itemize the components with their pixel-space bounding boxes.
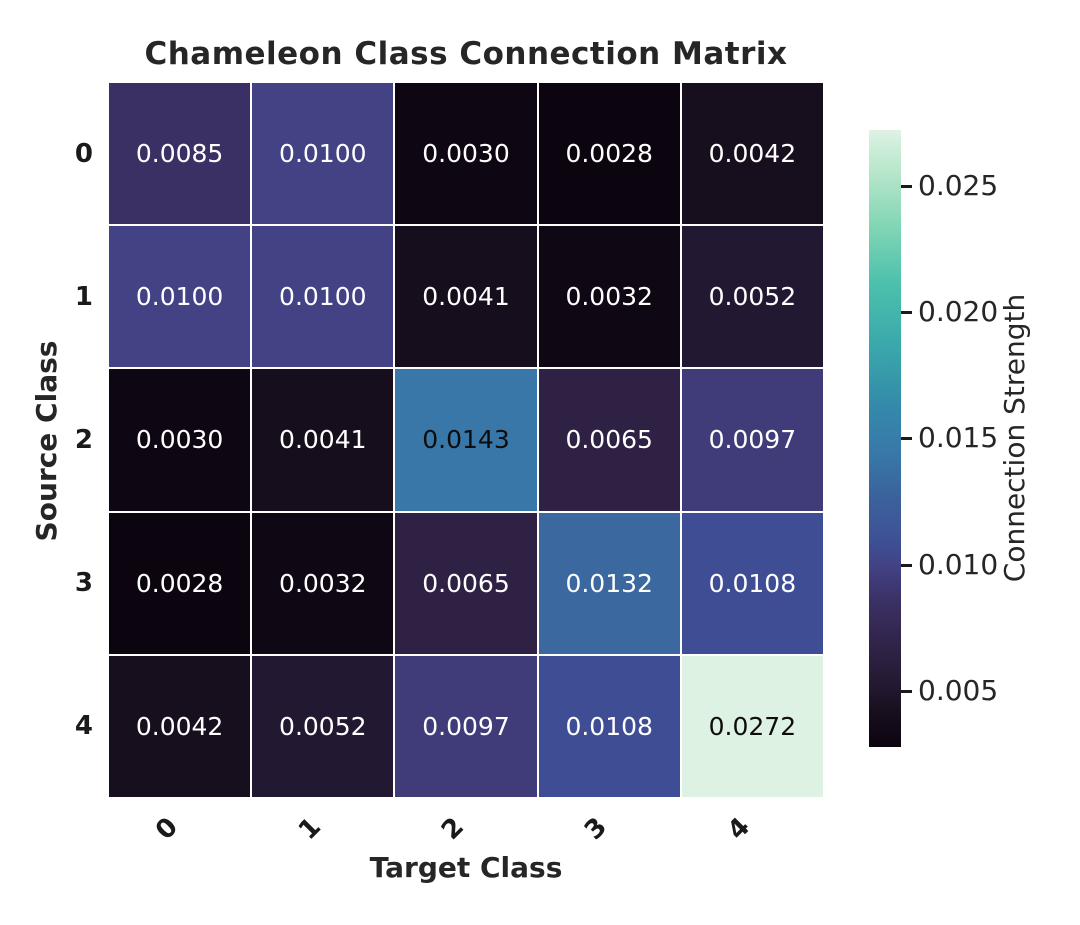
heatmap-cell: 0.0032 [252,512,394,654]
y-tick-label: 3 [74,568,93,598]
heatmap-cell: 0.0097 [395,655,537,797]
colorbar-tick-label: 0.015 [918,421,999,454]
colorbar-tick-label: 0.020 [918,295,999,328]
heatmap-cell: 0.0052 [681,226,823,368]
colorbar-gradient [869,130,901,747]
heatmap-cell: 0.0052 [252,655,394,797]
colorbar-tick-label: 0.010 [918,548,999,581]
heatmap-cell: 0.0085 [109,83,251,225]
chart-title: Chameleon Class Connection Matrix [144,36,788,72]
heatmap-cell: 0.0028 [538,83,680,225]
y-tick-label: 0 [74,139,93,169]
x-axis-label: Target Class [369,851,563,884]
heatmap-cell: 0.0100 [109,226,251,368]
heatmap-cell: 0.0042 [681,83,823,225]
heatmap-cell: 0.0030 [395,83,537,225]
heatmap-cell: 0.0132 [538,512,680,654]
heatmap-grid: 0.0085 0.0100 0.0030 0.0028 0.0042 0.0100 0.01… [109,83,823,797]
heatmap-cell: 0.0100 [252,83,394,225]
heatmap-cell: 0.0042 [109,655,251,797]
y-tick-label: 1 [74,282,93,312]
heatmap-cell: 0.0065 [538,369,680,511]
colorbar-label: Connection Strength [998,293,1031,583]
y-tick-label: 2 [74,425,93,455]
heatmap-cell: 0.0030 [109,369,251,511]
colorbar-tick-mark [901,436,912,440]
colorbar-tick-mark [901,310,912,314]
y-tick-label: 4 [74,711,93,741]
heatmap-cell: 0.0032 [538,226,680,368]
heatmap-cell: 0.0272 [681,655,823,797]
heatmap-cell: 0.0108 [681,512,823,654]
heatmap-cell: 0.0143 [395,369,537,511]
colorbar-tick-mark [901,184,912,188]
colorbar-tick-label: 0.025 [918,169,999,202]
colorbar-tick-mark [901,689,912,693]
heatmap-cell: 0.0041 [395,226,537,368]
heatmap-cell: 0.0097 [681,369,823,511]
heatmap-cell: 0.0065 [395,512,537,654]
heatmap-cell: 0.0041 [252,369,394,511]
y-axis-label: Source Class [30,340,63,542]
heatmap-cell: 0.0028 [109,512,251,654]
heatmap-cell: 0.0100 [252,226,394,368]
colorbar-tick-label: 0.005 [918,674,999,707]
colorbar: 0.025 0.020 0.015 0.010 0.005 [869,130,1080,747]
heatmap-cell: 0.0108 [538,655,680,797]
colorbar-tick-mark [901,563,912,567]
